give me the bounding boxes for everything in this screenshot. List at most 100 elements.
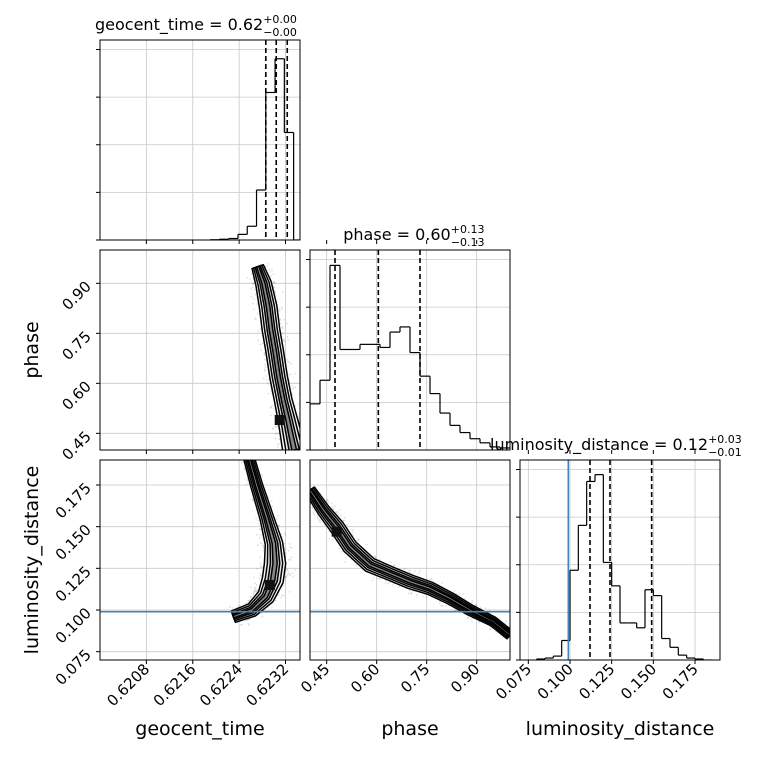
sample-point (272, 273, 275, 275)
contour-level-2 (310, 487, 510, 639)
panel-frame (519, 459, 721, 661)
sample-point (246, 443, 248, 445)
sample-point (358, 538, 360, 541)
contour-level-4 (310, 488, 510, 637)
sample-point (264, 375, 267, 377)
sample-point (393, 564, 396, 566)
sample-point (264, 353, 266, 356)
sample-point (312, 511, 315, 514)
x-tick-label: 0.6232 (242, 660, 292, 710)
sample-point (248, 446, 250, 448)
sample-point (248, 618, 251, 621)
sample-point (284, 534, 287, 536)
sample-point (246, 482, 249, 485)
sample-point (245, 602, 247, 605)
sample-point (274, 433, 277, 435)
sample-point (259, 575, 262, 577)
sample-point (276, 425, 279, 427)
sample-point (250, 287, 252, 290)
y-axis-label: phase (21, 321, 43, 378)
sample-point (430, 578, 432, 581)
sample-point (240, 623, 242, 626)
density-peak-marker (331, 526, 342, 537)
sample-point (474, 604, 477, 606)
sample-point (335, 510, 338, 513)
sample-point (270, 500, 273, 502)
sample-point (261, 542, 264, 544)
sample-point (256, 303, 259, 306)
sample-point (326, 500, 329, 502)
density-panel-geocent_time-luminosity_distance (100, 443, 300, 660)
sample-point (378, 578, 381, 580)
sample-point (271, 452, 273, 454)
sample-point (253, 590, 255, 593)
sample-point (286, 361, 289, 363)
sample-point (283, 340, 286, 342)
sample-point (260, 566, 263, 569)
sample-point (287, 339, 290, 341)
contour-level-4 (232, 460, 278, 619)
sample-point (277, 524, 280, 527)
sample-point (398, 586, 401, 588)
sample-point (297, 402, 300, 405)
sample-point (317, 517, 319, 520)
sample-point (305, 439, 307, 441)
sample-point (418, 572, 421, 575)
sample-point (307, 504, 309, 506)
sample-point (301, 434, 303, 436)
sample-point (259, 536, 261, 539)
sample-point (327, 502, 330, 504)
sample-point (366, 543, 369, 546)
sample-point (470, 601, 473, 604)
sample-point (271, 269, 273, 272)
sample-point (286, 336, 289, 338)
sample-point (229, 606, 231, 609)
y-tick-label: 0.100 (52, 604, 95, 647)
sample-point (352, 528, 354, 531)
sample-point (271, 505, 273, 508)
sample-point (274, 292, 277, 294)
sample-point (311, 506, 314, 509)
title-plus-error: +0.13 (451, 223, 485, 236)
sample-point (249, 452, 251, 454)
y-tick-label: 0.45 (58, 427, 94, 463)
sample-point (426, 578, 429, 581)
sample-point (278, 309, 281, 312)
sample-point (305, 417, 307, 419)
y-tick-label: 0.150 (52, 521, 95, 564)
sample-point (463, 597, 466, 600)
sample-point (260, 574, 263, 577)
sample-point (251, 499, 254, 502)
sample-point (307, 431, 309, 433)
sample-point (283, 318, 285, 321)
sample-point (285, 555, 287, 558)
sample-point (260, 612, 263, 615)
sample-point (274, 599, 277, 602)
sample-point (261, 342, 264, 345)
sample-point (453, 590, 456, 593)
sample-point (268, 268, 270, 271)
sample-point (269, 406, 272, 409)
sample-point (458, 593, 461, 596)
sample-point (259, 564, 262, 567)
sample-point (305, 444, 307, 446)
sample-point (249, 457, 251, 459)
sample-point (251, 456, 253, 458)
sample-point (248, 457, 250, 459)
sample-point (255, 318, 257, 321)
x-axis-label: geocent_time (135, 718, 264, 740)
sample-point (245, 619, 248, 622)
sample-point (254, 293, 257, 296)
sample-point (462, 592, 465, 595)
sample-point (275, 517, 278, 520)
sample-point (307, 491, 309, 493)
sample-point (273, 281, 275, 283)
histogram-panel-luminosity_distance (520, 460, 720, 660)
sample-point (249, 586, 252, 589)
sample-point (345, 523, 348, 526)
sample-point (339, 514, 342, 517)
sample-point (441, 604, 444, 607)
sample-point (286, 569, 289, 571)
sample-point (407, 592, 410, 595)
sample-point (267, 382, 269, 385)
